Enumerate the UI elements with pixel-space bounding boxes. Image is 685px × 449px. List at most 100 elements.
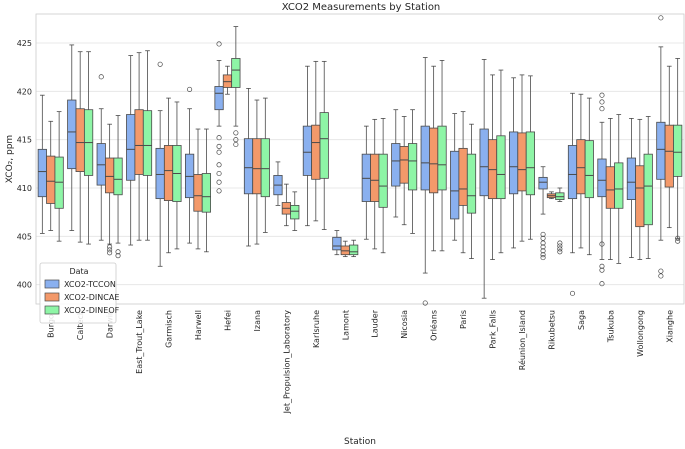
outlier-point: [216, 162, 222, 168]
box: [614, 162, 624, 209]
box: [134, 109, 144, 175]
legend-items: XCO2-TCCON XCO2-DINCAE XCO2-DINEOF: [44, 279, 120, 315]
x-tick-label: Paris: [459, 310, 468, 329]
station-group: [243, 88, 270, 247]
x-tick-label: Karlsruhe: [312, 310, 321, 348]
x-tick-label: Orléans: [429, 310, 439, 341]
outlier-point: [115, 249, 121, 255]
station-group: [273, 161, 300, 231]
station-group: [126, 50, 153, 246]
x-tick-label: Jet_Propulsion_Laboratory: [282, 310, 291, 415]
box: [597, 158, 607, 198]
station-group: [361, 118, 388, 254]
x-tick-label: Nicosia: [400, 310, 409, 339]
x-tick-label: Burgos: [47, 310, 56, 338]
legend-label: XCO2-DINCAE: [64, 293, 119, 302]
y-tick-label: 410: [17, 184, 32, 193]
plot-frame: [35, 13, 685, 305]
box: [243, 138, 254, 195]
station-group: [479, 59, 506, 299]
box: [466, 153, 477, 214]
y-tick-label: 405: [17, 232, 32, 241]
box: [319, 112, 329, 179]
box: [113, 157, 123, 196]
outlier-point: [658, 273, 664, 279]
outlier-point: [658, 15, 664, 21]
box: [126, 114, 136, 181]
outlier-point: [107, 244, 113, 250]
station-group: [538, 166, 565, 261]
station-group: [96, 74, 123, 259]
box: [517, 132, 527, 192]
box: [391, 143, 401, 187]
box: [75, 108, 85, 172]
box: [37, 148, 47, 198]
box: [656, 121, 666, 180]
station-group: [391, 109, 418, 234]
y-tick-labels: 400 405 410 415 420 425: [17, 39, 32, 290]
outlier-point: [658, 268, 664, 274]
station-group: [597, 92, 624, 287]
outlier-point: [540, 255, 546, 261]
outlier-point: [216, 143, 222, 149]
outlier-point: [540, 240, 546, 246]
box: [664, 124, 674, 188]
station-group: [450, 111, 477, 259]
station-group: [214, 26, 241, 194]
outlier-point: [216, 149, 222, 155]
x-tick-label: East_Trout_Lake: [135, 310, 144, 374]
box: [201, 173, 211, 213]
box: [567, 145, 578, 200]
box: [605, 166, 615, 209]
box: [231, 58, 241, 88]
outlier-point: [599, 267, 605, 273]
x-tick-label: Xianghe: [665, 310, 674, 343]
station-group: [420, 57, 447, 306]
x-tick-label: Rikubetsu: [547, 310, 556, 350]
outlier-point: [599, 281, 605, 287]
box: [407, 143, 418, 191]
outlier-point: [557, 240, 563, 246]
x-axis-label: Station: [344, 437, 376, 447]
outlier-point: [216, 135, 222, 141]
outlier-point: [187, 86, 193, 92]
box: [370, 153, 380, 202]
outlier-point: [599, 106, 605, 112]
outlier-point: [540, 231, 546, 237]
outlier-point: [557, 243, 563, 249]
legend: Data XCO2-TCCON XCO2-DINCAE XCO2-DINEOF: [39, 262, 120, 324]
legend-swatch: [44, 279, 60, 289]
box: [142, 110, 153, 176]
station-group: [37, 94, 64, 242]
box: [46, 155, 56, 204]
outlier-point: [115, 253, 121, 259]
outlier-point: [107, 250, 113, 256]
x-tick-label: Harwell: [194, 310, 203, 340]
x-tick-label: Tsukuba: [606, 310, 615, 343]
x-tick-label: Izana: [253, 310, 262, 332]
box: [458, 147, 468, 206]
outlier-point: [216, 41, 222, 47]
box: [214, 86, 224, 111]
legend-label: XCO2-DINEOF: [64, 306, 120, 315]
outlier-point: [107, 247, 113, 253]
outlier-point: [98, 74, 104, 80]
outlier-point: [557, 246, 563, 252]
outlier-point: [599, 241, 605, 247]
station-group: [155, 61, 182, 267]
box: [260, 138, 270, 198]
outlier-point: [569, 290, 576, 296]
outlier-point: [422, 300, 428, 306]
outlier-point: [216, 188, 222, 194]
box: [311, 124, 321, 180]
box: [105, 157, 115, 194]
box: [163, 145, 174, 201]
box: [429, 127, 439, 194]
outlier-point: [540, 244, 546, 250]
outlier-point: [599, 99, 605, 105]
x-tick-label: Caltech: [76, 310, 85, 340]
x-tick-label: Saga: [577, 310, 586, 330]
